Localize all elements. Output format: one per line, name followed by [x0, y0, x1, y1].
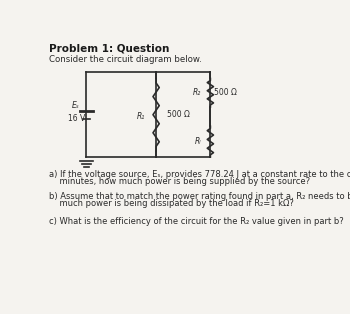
Text: R₁: R₁ — [137, 112, 145, 121]
Text: c) What is the efficiency of the circuit for the R₂ value given in part b?: c) What is the efficiency of the circuit… — [49, 217, 344, 226]
Text: much power is being dissipated by the load if R₂=1 kΩ?: much power is being dissipated by the lo… — [49, 199, 294, 208]
Text: Eₛ: Eₛ — [72, 101, 79, 110]
Text: minutes, how much power is being supplied by the source?: minutes, how much power is being supplie… — [49, 177, 310, 186]
Text: a) If the voltage source, Eₛ, provides 778.24 J at a constant rate to the circui: a) If the voltage source, Eₛ, provides 7… — [49, 170, 350, 179]
Text: Consider the circuit diagram below.: Consider the circuit diagram below. — [49, 55, 202, 64]
Text: 500 Ω: 500 Ω — [167, 110, 190, 119]
Text: b) Assume that to match the power rating found in part a, R₂ needs to be 1 kΩ. H: b) Assume that to match the power rating… — [49, 192, 350, 201]
Text: R₂: R₂ — [193, 88, 201, 97]
Text: 500 Ω: 500 Ω — [214, 88, 237, 97]
Text: Rₗ: Rₗ — [195, 137, 201, 146]
Text: 16 V: 16 V — [69, 114, 86, 123]
Text: Problem 1: Question: Problem 1: Question — [49, 43, 169, 53]
